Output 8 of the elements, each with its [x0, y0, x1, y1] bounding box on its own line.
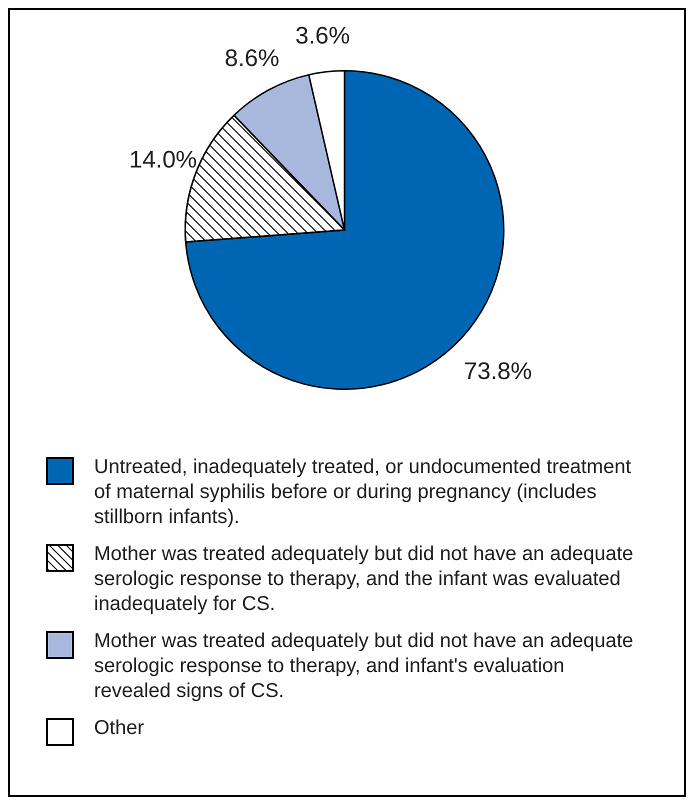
legend-label: Mother was treated adequately but did not have an adequate serologic response to therapy, and the infant was evaluated inadequately for CS. [94, 542, 634, 617]
legend-label: Untreated, inadequately treated, or undocumented treatment of maternal syphilis before or during pregnancy (includes stillborn infants). [94, 455, 632, 530]
data-label: 3.6% [295, 22, 350, 50]
data-label: 14.0% [128, 146, 198, 174]
data-label: 8.6% [224, 44, 280, 72]
legend-label: Other [94, 716, 144, 741]
data-label: 73.8% [464, 358, 532, 385]
legend-label: Mother was treated adequately but did not have an adequate serologic response to therapy, and infant's evaluation revealed signs of CS. [94, 629, 634, 704]
